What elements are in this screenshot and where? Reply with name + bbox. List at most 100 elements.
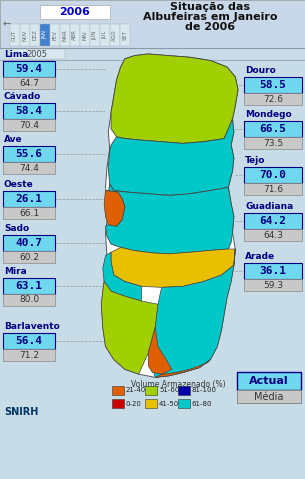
Polygon shape [148, 327, 210, 377]
Text: 55.6: 55.6 [16, 149, 42, 159]
Bar [145, 399, 157, 408]
Text: Tejo: Tejo [245, 156, 265, 165]
Text: 61-80: 61-80 [192, 400, 213, 407]
Text: MAI: MAI [82, 30, 87, 40]
Text: 36.1: 36.1 [260, 266, 286, 276]
Polygon shape [111, 247, 235, 287]
Bar [30, 24, 40, 46]
Text: 51-60: 51-60 [159, 388, 179, 394]
Text: SET: SET [122, 30, 127, 40]
Bar [90, 24, 99, 46]
Text: DEZ: DEZ [32, 30, 37, 40]
Bar [3, 278, 55, 294]
Text: ABR: ABR [72, 30, 77, 40]
Bar [3, 146, 55, 162]
Bar [244, 77, 302, 93]
Text: OUT: OUT [12, 29, 17, 41]
Bar [70, 24, 80, 46]
Bar [3, 119, 55, 131]
Text: Oeste: Oeste [4, 180, 34, 189]
Text: 21-40: 21-40 [126, 388, 146, 394]
Bar [110, 24, 120, 46]
Text: 26.1: 26.1 [16, 194, 42, 204]
Bar [0, 0, 305, 48]
Text: FEV: FEV [52, 30, 57, 40]
Text: Mira: Mira [4, 267, 27, 276]
Polygon shape [106, 184, 234, 254]
Text: 59.3: 59.3 [263, 281, 283, 289]
Text: 71.2: 71.2 [19, 351, 39, 360]
Bar [50, 24, 59, 46]
Bar [244, 213, 302, 229]
Bar [3, 207, 55, 219]
Text: Actual: Actual [249, 376, 289, 386]
Bar [3, 103, 55, 119]
Bar [244, 121, 302, 137]
Bar [237, 390, 301, 403]
Text: Cávado: Cávado [4, 92, 41, 101]
Text: 0-20: 0-20 [126, 400, 142, 407]
Bar [178, 399, 190, 408]
Text: 66.1: 66.1 [19, 208, 39, 217]
Text: Albufeiras em Janeiro: Albufeiras em Janeiro [143, 12, 277, 22]
Bar [244, 93, 302, 105]
Text: 64.2: 64.2 [260, 216, 286, 226]
Bar [40, 5, 110, 19]
Bar [3, 235, 55, 251]
Polygon shape [104, 191, 125, 226]
Text: 70.0: 70.0 [260, 170, 286, 180]
Text: 70.4: 70.4 [19, 121, 39, 129]
Bar [60, 24, 70, 46]
Bar [40, 24, 49, 46]
Bar [120, 24, 130, 46]
Text: 64.3: 64.3 [263, 230, 283, 240]
Bar [145, 386, 157, 395]
Text: 73.5: 73.5 [263, 138, 283, 148]
Polygon shape [111, 54, 238, 143]
Text: Volume Armazenado (%): Volume Armazenado (%) [131, 380, 225, 389]
Text: AGO: AGO [112, 29, 117, 41]
Bar [244, 167, 302, 183]
Bar [3, 162, 55, 174]
Bar [3, 294, 55, 306]
Text: Situação das: Situação das [170, 2, 250, 12]
Text: 56.4: 56.4 [16, 336, 42, 346]
Text: 40.7: 40.7 [16, 238, 42, 248]
Text: 58.5: 58.5 [260, 80, 286, 90]
Text: Sado: Sado [4, 224, 29, 233]
Text: 64.7: 64.7 [19, 79, 39, 88]
Bar [3, 333, 55, 349]
Polygon shape [101, 282, 158, 374]
Text: 81-100: 81-100 [192, 388, 217, 394]
Bar [112, 386, 124, 395]
Bar [3, 77, 55, 89]
Text: 74.4: 74.4 [19, 163, 39, 172]
Text: 2005: 2005 [27, 49, 48, 58]
Polygon shape [101, 54, 238, 377]
Text: SNIRH: SNIRH [4, 407, 38, 417]
Text: Média: Média [254, 391, 284, 401]
Text: JUL: JUL [102, 31, 107, 39]
Text: 59.4: 59.4 [16, 64, 42, 74]
Bar [244, 263, 302, 279]
Bar [244, 183, 302, 195]
Bar [237, 372, 301, 390]
Text: JUN: JUN [92, 30, 97, 40]
Text: MAR: MAR [62, 29, 67, 41]
Bar [112, 399, 124, 408]
Bar [10, 49, 65, 59]
Text: 58.4: 58.4 [16, 106, 42, 116]
Text: de 2006: de 2006 [185, 22, 235, 32]
Text: JAN: JAN [42, 31, 47, 39]
Text: 2006: 2006 [59, 7, 91, 17]
Bar [100, 24, 109, 46]
Text: 66.5: 66.5 [260, 124, 286, 134]
Text: Guadiana: Guadiana [245, 202, 293, 211]
Bar [178, 386, 190, 395]
Text: 63.1: 63.1 [16, 281, 42, 291]
Text: 60.2: 60.2 [19, 252, 39, 262]
Bar [80, 24, 89, 46]
Text: Mondego: Mondego [245, 110, 292, 119]
Bar [244, 229, 302, 241]
Polygon shape [103, 252, 142, 301]
